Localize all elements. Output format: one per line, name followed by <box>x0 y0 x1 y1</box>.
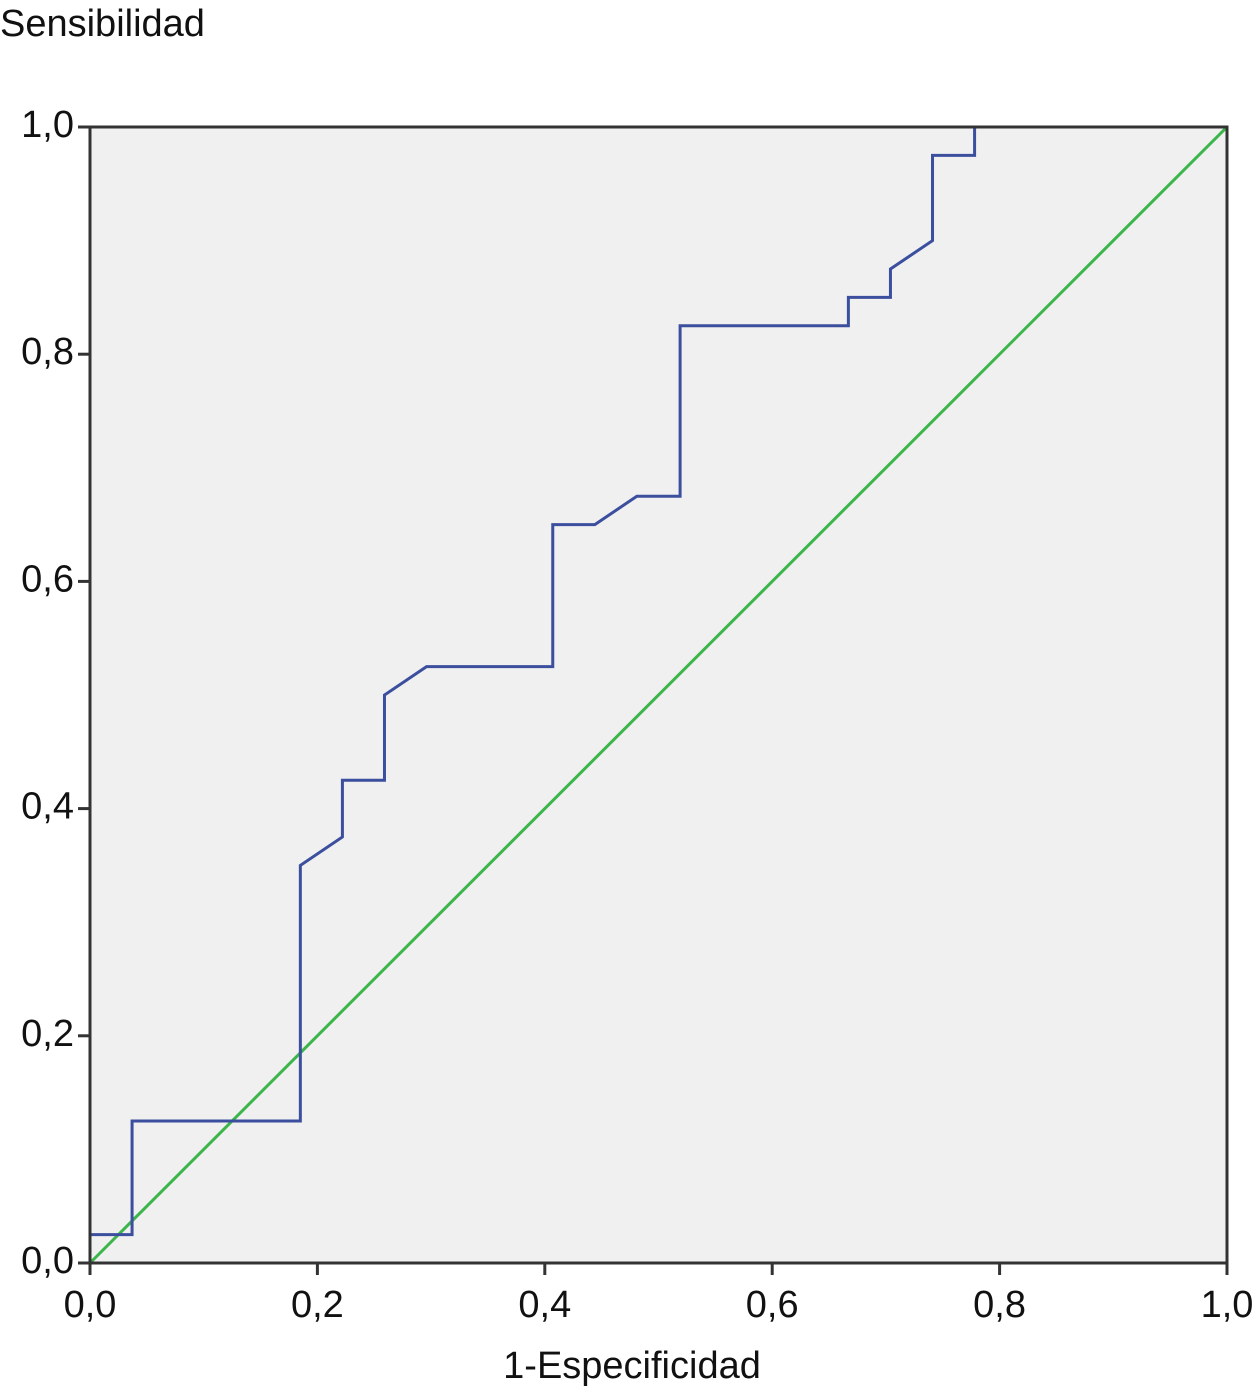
y-tick-label: 1,0 <box>21 104 74 146</box>
x-tick-label: 0,0 <box>64 1284 117 1326</box>
y-tick-label: 0,6 <box>21 558 74 600</box>
y-tick-label: 0,4 <box>21 786 74 828</box>
y-tick-label: 0,0 <box>21 1240 74 1282</box>
x-tick-label: 0,4 <box>518 1284 571 1326</box>
x-tick-label: 0,6 <box>746 1284 799 1326</box>
y-tick-label: 0,8 <box>21 331 74 373</box>
plot-frame <box>88 125 1229 1265</box>
x-axis-label: 1-Especificidad <box>503 1345 761 1387</box>
y-tick-label: 0,2 <box>21 1013 74 1055</box>
x-tick-label: 0,2 <box>291 1284 344 1326</box>
line <box>88 125 1229 1265</box>
line <box>88 125 1227 1263</box>
x-tick-label: 1,0 <box>1201 1284 1254 1326</box>
x-tick-label: 0,8 <box>973 1284 1026 1326</box>
y-axis-label: Sensibilidad <box>0 3 205 45</box>
